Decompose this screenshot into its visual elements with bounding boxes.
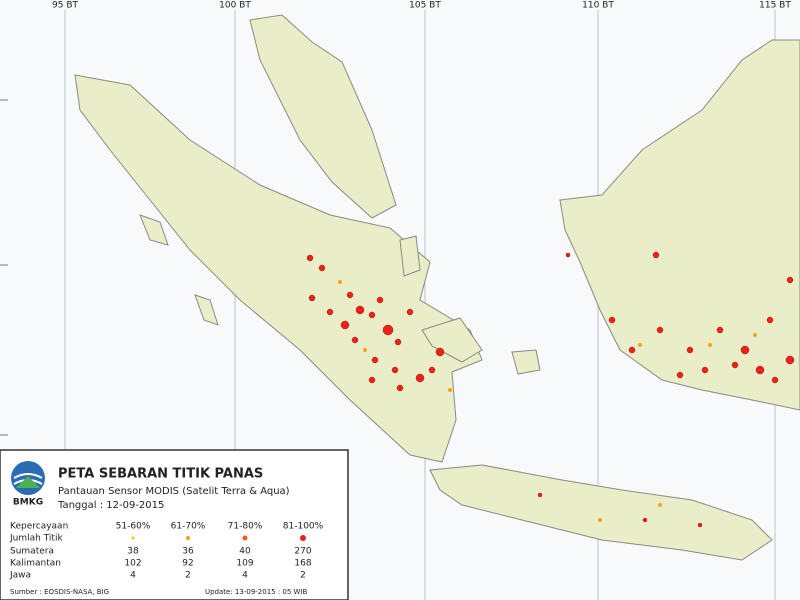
legend-title: PETA SEBARAN TITIK PANAS <box>58 467 263 482</box>
legend-subtitle: Pantauan Sensor MODIS (Satelit Terra & A… <box>58 486 290 497</box>
landmasses <box>74 14 800 561</box>
count-cell: 4 <box>242 571 248 581</box>
count-cell: 102 <box>124 559 141 569</box>
legend-symbol <box>300 535 306 541</box>
table-header: 51-60% <box>116 522 151 532</box>
count-cell: 109 <box>236 559 253 569</box>
table-header: 81-100% <box>283 522 324 532</box>
region-name: Jawa <box>9 571 31 581</box>
legend-date: Tanggal : 12-09-2015 <box>57 500 164 511</box>
region-name: Sumatera <box>10 547 54 557</box>
longitude-label: 95 BT <box>52 1 78 11</box>
count-cell: 2 <box>300 571 306 581</box>
legend: BMKG PETA SEBARAN TITIK PANAS Pantauan S… <box>0 449 349 600</box>
riau-islands <box>399 235 421 277</box>
count-cell: 4 <box>130 571 136 581</box>
legend-box <box>0 449 349 600</box>
belitung <box>511 349 541 375</box>
count-cell: 38 <box>127 547 139 557</box>
update: Update: 13-09-2015 : 05 WIB <box>205 588 308 596</box>
siberut <box>194 294 219 326</box>
region-name: Kalimantan <box>10 559 61 569</box>
bangka <box>421 317 483 363</box>
longitude-label: 115 BT <box>759 1 791 11</box>
count-cell: 2 <box>185 571 191 581</box>
count-cell: 36 <box>182 547 194 557</box>
longitude-label: 105 BT <box>409 1 441 11</box>
count-label: Jumlah Titik <box>9 534 63 544</box>
legend-symbol <box>131 536 135 540</box>
table-rows: Sumatera 38 36 40 270 Kalimantan 102 92 109 168 Ja… <box>9 547 312 581</box>
java <box>429 464 773 561</box>
malay-peninsula <box>249 14 397 219</box>
count-cell: 168 <box>294 559 311 569</box>
count-cell: 40 <box>239 547 251 557</box>
longitude-labels: 95 BT 100 BT 105 BT 110 BT 115 BT <box>52 1 791 11</box>
hotspots <box>306 251 795 528</box>
count-cell: 92 <box>182 559 193 569</box>
longitude-label: 100 BT <box>219 1 251 11</box>
table-header: Kepercayaan <box>10 522 68 532</box>
table-header: 71-80% <box>228 522 263 532</box>
count-cell: 270 <box>294 547 311 557</box>
table-header: 61-70% <box>171 522 206 532</box>
legend-symbol <box>186 536 190 540</box>
borneo <box>559 39 800 411</box>
legend-symbol <box>242 535 248 541</box>
longitude-label: 110 BT <box>582 1 614 11</box>
logo-text: BMKG <box>13 498 43 508</box>
source: Sumber : EOSDIS-NASA, BIG <box>10 588 109 596</box>
sumatra <box>74 74 483 463</box>
nias <box>139 214 169 246</box>
